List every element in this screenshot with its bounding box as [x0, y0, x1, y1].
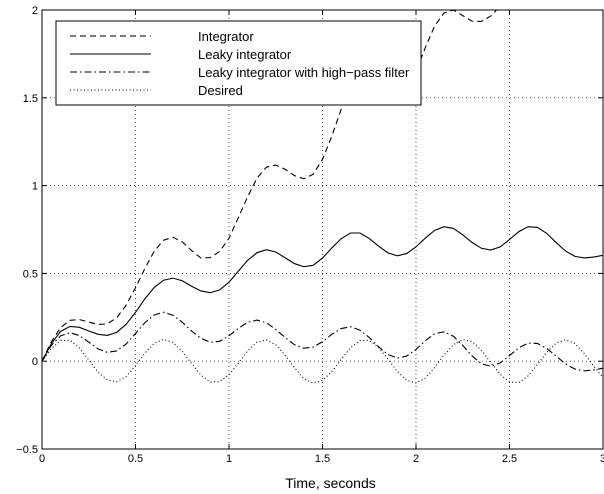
x-tick-label: 0.5 [128, 453, 143, 465]
series-line-2 [42, 226, 603, 362]
y-tick-label: 2 [32, 5, 38, 17]
x-tick-label: 1.5 [315, 453, 330, 465]
legend: Integrator Leaky integrator Leaky integrat… [55, 20, 422, 106]
y-tick-label: 0.5 [23, 268, 38, 280]
x-tick-label: 1 [226, 453, 232, 465]
y-tick-label: 0 [32, 356, 38, 368]
series-line-1 [42, 10, 498, 362]
y-tick-label: 1 [32, 181, 38, 193]
x-tick-label: 2 [413, 453, 419, 465]
x-tick-label: 2.5 [502, 453, 517, 465]
y-tick-label: 1.5 [23, 93, 38, 105]
series-lines [42, 10, 603, 384]
x-axis-label: Time, seconds [285, 475, 376, 491]
legend-label-2: Leaky integrator [198, 47, 292, 62]
tick-labels: 0 0.5 1 1.5 2 2.5 3−0.500.511.52 [16, 5, 604, 465]
legend-label-1: Integrator [198, 29, 254, 44]
legend-label-4: Desired [198, 83, 243, 98]
y-tick-label: −0.5 [16, 444, 38, 456]
axes [41, 9, 604, 450]
series-line-3 [42, 311, 603, 372]
legend-label-3: Leaky integrator with high−pass filter [198, 65, 410, 80]
series-line-4 [42, 338, 603, 384]
x-tick-label: 0 [39, 453, 45, 465]
legend-box [55, 20, 422, 106]
x-tick-label: 3 [600, 453, 604, 465]
